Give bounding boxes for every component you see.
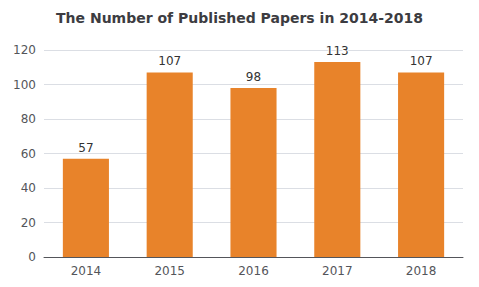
svg-text:98: 98 [246, 70, 261, 84]
svg-text:113: 113 [326, 44, 349, 58]
svg-text:107: 107 [410, 54, 433, 68]
svg-text:107: 107 [158, 54, 181, 68]
svg-text:20: 20 [21, 216, 36, 230]
svg-text:40: 40 [21, 181, 36, 195]
svg-text:60: 60 [21, 147, 36, 161]
svg-text:2018: 2018 [406, 264, 437, 278]
svg-text:80: 80 [21, 112, 36, 126]
svg-text:0: 0 [28, 250, 36, 264]
svg-text:57: 57 [78, 141, 93, 155]
svg-text:2015: 2015 [154, 264, 185, 278]
svg-text:2014: 2014 [71, 264, 102, 278]
svg-text:120: 120 [13, 43, 36, 57]
svg-text:2016: 2016 [238, 264, 269, 278]
svg-text:100: 100 [13, 78, 36, 92]
svg-text:The Number of Published Papers: The Number of Published Papers in 2014-2… [56, 10, 423, 26]
svg-text:2017: 2017 [322, 264, 353, 278]
